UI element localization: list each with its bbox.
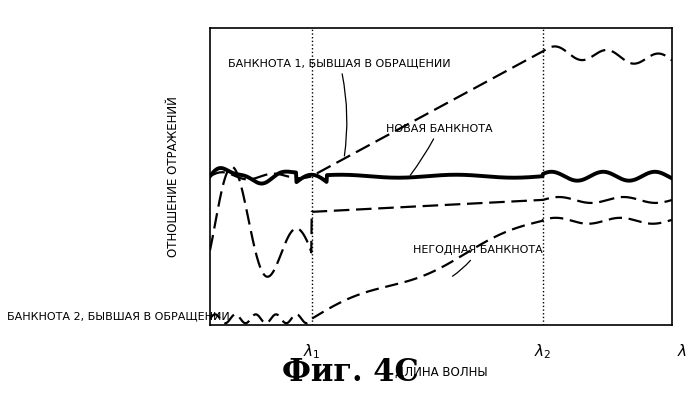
Text: ОТНОШЕНИЕ ОТРАЖЕНИЙ: ОТНОШЕНИЕ ОТРАЖЕНИЙ <box>167 96 179 257</box>
Text: $\lambda_2$: $\lambda_2$ <box>534 343 552 361</box>
Text: БАНКНОТА 1, БЫВШАЯ В ОБРАЩЕНИИ: БАНКНОТА 1, БЫВШАЯ В ОБРАЩЕНИИ <box>228 58 451 156</box>
Text: БАНКНОТА 2, БЫВШАЯ В ОБРАЩЕНИИ: БАНКНОТА 2, БЫВШАЯ В ОБРАЩЕНИИ <box>7 312 230 322</box>
Text: $\lambda$: $\lambda$ <box>677 343 687 358</box>
Text: НОВАЯ БАНКНОТА: НОВАЯ БАНКНОТА <box>386 124 492 175</box>
Text: Фиг. 4C: Фиг. 4C <box>281 357 419 388</box>
Text: $\lambda_1$: $\lambda_1$ <box>303 343 321 361</box>
Text: НЕГОДНАЯ БАНКНОТА: НЕГОДНАЯ БАНКНОТА <box>413 246 543 276</box>
Text: ДЛИНА ВОЛНЫ: ДЛИНА ВОЛНЫ <box>395 366 487 379</box>
